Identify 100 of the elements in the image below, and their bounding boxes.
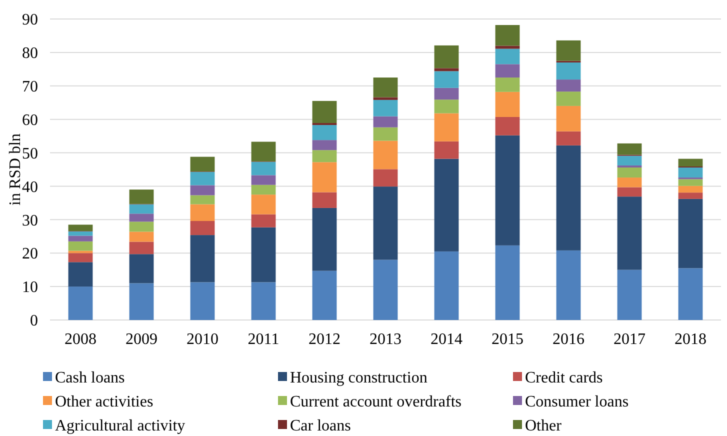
bar [68,236,93,242]
bar [495,245,520,320]
bar [434,113,459,142]
bar [434,141,459,159]
bar [617,178,642,188]
bar [190,282,215,320]
bar [129,254,154,284]
bar [129,204,154,214]
bar [556,145,581,250]
bar [617,167,642,178]
bar [129,242,154,254]
bar [495,116,520,136]
bar [68,231,93,236]
x-tick-label: 2018 [674,331,706,348]
bar [68,241,93,251]
bar [129,190,154,204]
x-tick-label: 2015 [492,331,524,348]
bar [129,283,154,320]
bar [68,286,93,320]
bar [190,235,215,282]
bar [678,158,703,166]
legend-label: Agricultural activity [55,418,186,435]
y-tick-label: 0 [30,312,38,330]
x-tick-label: 2013 [370,331,402,348]
bar [617,196,642,270]
y-tick-label: 80 [22,45,38,62]
bar [129,232,154,242]
bar [434,88,459,100]
x-tick-label: 2014 [430,331,462,348]
legend-label: Cash loans [55,370,125,387]
bar [434,158,459,252]
x-tick-label: 2017 [614,331,646,348]
bar [312,208,337,271]
bar [312,100,337,124]
bar [495,135,520,246]
x-tick-label: 2010 [186,331,218,348]
bar [129,222,154,232]
y-tick-label: 60 [22,112,38,129]
bar [373,116,398,128]
bar [373,260,398,320]
bar [556,80,581,92]
bar [495,25,520,46]
y-tick-label: 50 [22,145,38,162]
x-tick-label: 2016 [552,331,584,348]
bar [434,71,459,88]
bar [312,140,337,150]
bar [617,143,642,155]
bar [678,186,703,193]
y-tick-label: 90 [22,12,38,29]
x-tick-label: 2011 [248,331,280,348]
bar [251,194,276,214]
bar [495,48,520,64]
bar [312,150,337,162]
legend-label: Other activities [55,394,154,411]
bar [678,179,703,186]
bar [190,195,215,204]
bar [190,185,215,196]
y-tick-label: 70 [22,78,38,96]
bar [251,227,276,282]
bar [617,187,642,197]
y-tick-label: 20 [22,246,38,263]
bar [373,97,398,100]
legend-label: Credit cards [525,370,603,387]
x-tick-label: 2012 [308,331,340,348]
bar [678,198,703,268]
bar [556,40,581,61]
bar [495,78,520,92]
y-tick-label: 30 [22,212,38,230]
bar [312,162,337,192]
bar [373,169,398,187]
bar [495,64,520,78]
legend-label: Other [525,418,562,435]
bar [556,92,581,106]
bar [373,186,398,260]
legend-label: Current account overdrafts [290,394,462,411]
bar [556,106,581,132]
y-tick-label: 10 [22,279,38,296]
bar [495,46,520,49]
bar [495,92,520,117]
bar [129,214,154,222]
legend-label: Consumer loans [525,394,629,411]
bar [312,125,337,140]
bar [617,270,642,320]
bar [68,262,93,287]
y-tick-label: 40 [22,178,38,196]
bar [556,250,581,320]
bar [312,192,337,208]
bar [251,282,276,320]
bar [617,156,642,166]
bar [312,270,337,320]
bar [251,162,276,176]
bar [434,68,459,72]
bar [68,224,93,232]
x-tick-label: 2008 [64,331,96,348]
bar [556,131,581,146]
legend-label: Car loans [290,418,351,435]
bar [190,172,215,186]
bar [556,62,581,80]
bar [434,45,459,68]
bar [190,204,215,222]
